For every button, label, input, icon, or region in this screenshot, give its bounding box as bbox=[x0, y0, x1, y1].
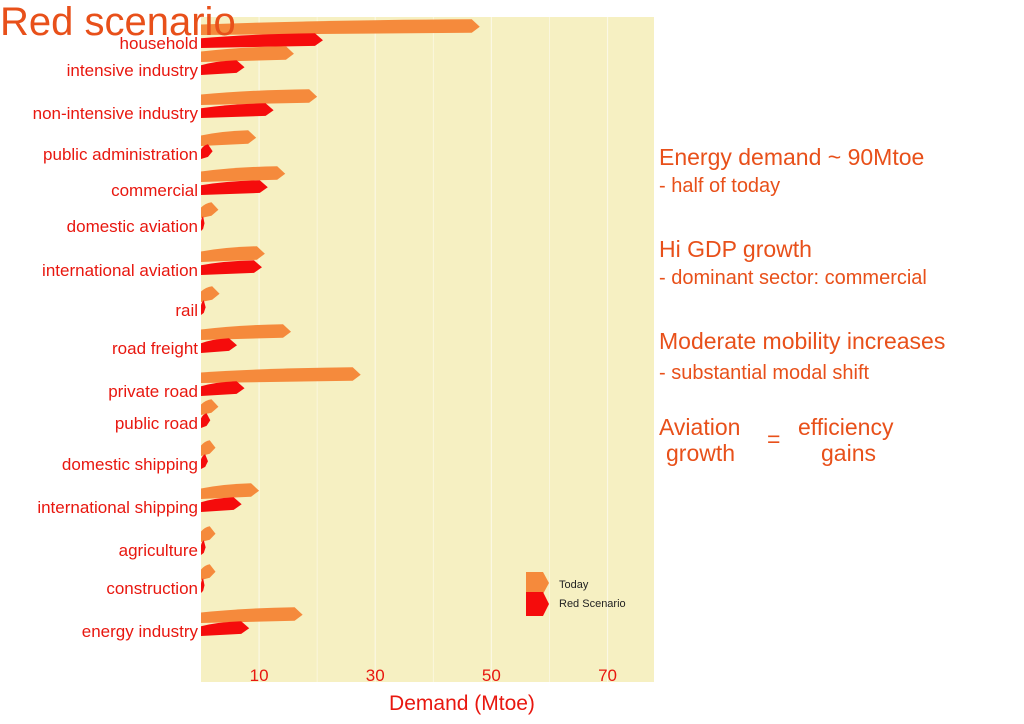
legend-red-swatch bbox=[526, 592, 549, 616]
x-tick-label: 30 bbox=[366, 666, 385, 685]
category-label: public road bbox=[115, 414, 198, 433]
category-label: energy industry bbox=[82, 622, 199, 641]
legend: Today Red Scenario bbox=[526, 572, 626, 616]
note-mobility: Moderate mobility increases bbox=[659, 328, 946, 354]
bar-red-scenario bbox=[201, 497, 242, 512]
category-label: private road bbox=[108, 382, 198, 401]
bar-today bbox=[201, 607, 303, 623]
legend-today-swatch bbox=[526, 572, 549, 594]
efficiency-label: efficiency bbox=[798, 414, 894, 440]
bar-today bbox=[201, 483, 260, 499]
note-gdp-growth: Hi GDP growth bbox=[659, 236, 812, 262]
note-energy-demand-detail: - half of today bbox=[659, 175, 781, 197]
x-tick-label: 50 bbox=[482, 666, 501, 685]
category-label: intensive industry bbox=[67, 61, 199, 80]
bar-today bbox=[201, 440, 216, 456]
bar-today bbox=[201, 324, 292, 340]
bar-red-scenario bbox=[201, 103, 274, 118]
x-tick-label: 70 bbox=[598, 666, 617, 685]
bars bbox=[201, 19, 480, 636]
bar-red-scenario bbox=[201, 381, 245, 396]
bar-today bbox=[201, 130, 257, 146]
legend-today-label: Today bbox=[559, 579, 589, 591]
x-axis-title: Demand (Mtoe) bbox=[389, 692, 535, 715]
bar-red-scenario bbox=[201, 454, 208, 469]
bar-red-scenario bbox=[201, 180, 268, 195]
equals-sign: = bbox=[767, 426, 781, 452]
category-label: international shipping bbox=[37, 498, 198, 517]
category-label: commercial bbox=[111, 181, 198, 200]
category-label: public administration bbox=[43, 145, 198, 164]
bar-red-scenario bbox=[201, 413, 211, 428]
bar-red-scenario bbox=[201, 338, 238, 353]
gridlines bbox=[258, 17, 609, 682]
category-label: international aviation bbox=[42, 261, 198, 280]
bar-today bbox=[201, 399, 219, 415]
slide-title: Red scenario bbox=[0, 0, 236, 44]
legend-red-label: Red Scenario bbox=[559, 598, 626, 610]
notes-panel: Red scenario Energy demand ~ 90Mtoe - ha… bbox=[0, 0, 945, 466]
bar-red-scenario bbox=[201, 540, 206, 555]
bar-red-scenario bbox=[201, 216, 205, 231]
note-mobility-detail: - substantial modal shift bbox=[659, 362, 870, 384]
bar-today bbox=[201, 89, 318, 105]
bar-today bbox=[201, 246, 265, 262]
bar-red-scenario bbox=[201, 300, 206, 315]
bar-today bbox=[201, 526, 216, 542]
note-energy-demand: Energy demand ~ 90Mtoe bbox=[659, 144, 925, 170]
category-label: road freight bbox=[112, 339, 198, 358]
bar-red-scenario bbox=[201, 578, 205, 593]
category-label: rail bbox=[175, 301, 198, 320]
growth-label: growth bbox=[666, 440, 736, 466]
bar-today bbox=[201, 46, 294, 62]
bar-red-scenario bbox=[201, 621, 250, 636]
category-label: domestic aviation bbox=[67, 217, 198, 236]
aviation-label: Aviation bbox=[659, 414, 741, 440]
category-label: construction bbox=[106, 579, 198, 598]
category-label: domestic shipping bbox=[62, 455, 198, 474]
gains-label: gains bbox=[821, 440, 876, 466]
bar-today bbox=[201, 286, 220, 302]
bar-red-scenario bbox=[201, 60, 245, 75]
plot-background bbox=[201, 17, 654, 682]
x-tick-label: 10 bbox=[250, 666, 269, 685]
bar-today bbox=[201, 166, 286, 182]
bar-red-scenario bbox=[201, 144, 213, 159]
category-label: non-intensive industry bbox=[33, 104, 199, 123]
bar-today bbox=[201, 202, 219, 218]
x-tick-labels: 10 30 50 70 bbox=[250, 666, 617, 685]
bar-red-scenario bbox=[201, 260, 262, 275]
note-gdp-growth-detail: - dominant sector: commercial bbox=[659, 267, 927, 289]
category-label: household bbox=[120, 34, 198, 53]
bar-today bbox=[201, 367, 361, 383]
bar-today bbox=[201, 19, 480, 35]
category-label: agriculture bbox=[119, 541, 198, 560]
category-labels: household intensive industry non-intensive… bbox=[33, 34, 199, 641]
bar-red-scenario bbox=[201, 33, 323, 48]
bar-today bbox=[201, 564, 216, 580]
